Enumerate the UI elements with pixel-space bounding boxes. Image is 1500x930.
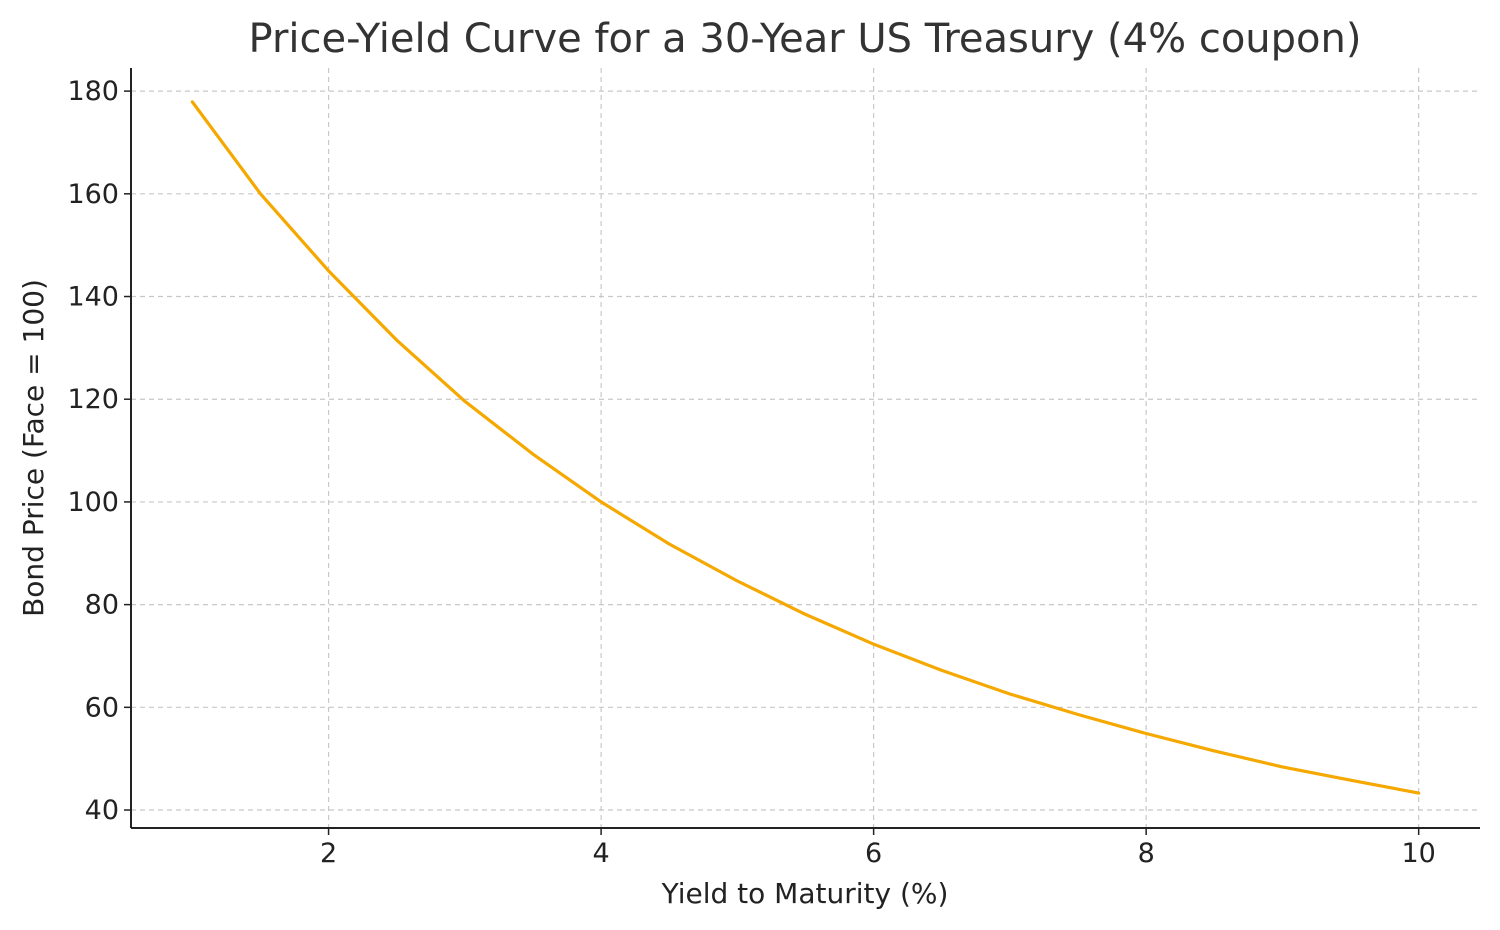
- y-tick-label: 40: [85, 795, 119, 826]
- axes-layer: [130, 68, 1480, 829]
- grid-layer: [131, 68, 1480, 828]
- y-tick-label: 160: [67, 179, 119, 210]
- series-layer: [190, 100, 1421, 795]
- y-tick-label: 80: [85, 590, 119, 621]
- x-tick-label: 2: [320, 838, 337, 869]
- series-line: [190, 100, 1421, 795]
- x-tick-label: 8: [1138, 838, 1155, 869]
- x-tick-label: 10: [1402, 838, 1436, 869]
- ticks-layer: 2 4 6 8 10 40 60 80 100 120 140 160 180: [67, 76, 1435, 869]
- y-tick-label: 140: [67, 282, 119, 313]
- x-tick-label: 4: [593, 838, 610, 869]
- y-axis-label: Bond Price (Face = 100): [17, 279, 50, 617]
- x-tick-label: 6: [865, 838, 882, 869]
- y-tick-label: 180: [67, 76, 119, 107]
- chart-title: Price-Yield Curve for a 30-Year US Treas…: [249, 16, 1362, 62]
- y-tick-label: 60: [85, 692, 119, 723]
- x-axis-label: Yield to Maturity (%): [661, 877, 949, 910]
- y-tick-label: 100: [67, 487, 119, 518]
- y-tick-label: 120: [67, 384, 119, 415]
